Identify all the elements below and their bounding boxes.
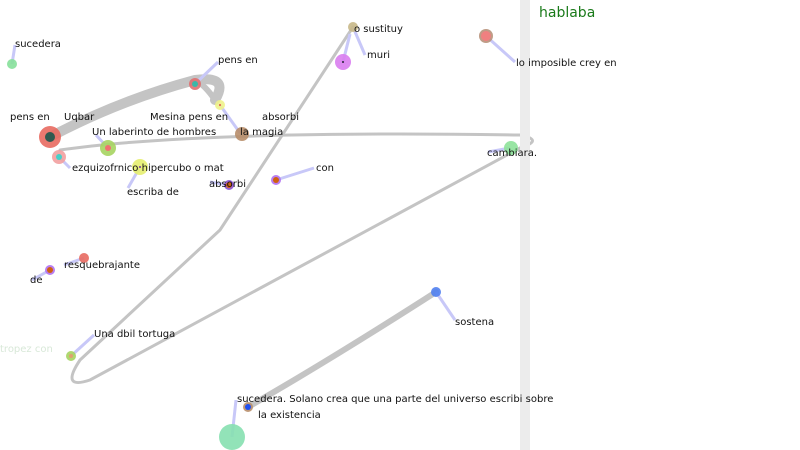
leader-line — [218, 104, 242, 134]
word-label: Una dbil tortuga — [94, 329, 176, 340]
word-label: sucedera — [15, 39, 61, 50]
word-label: Uqbar — [64, 112, 95, 123]
leader-line — [69, 333, 96, 358]
word-node — [235, 127, 249, 141]
word-label: escriba de — [127, 187, 179, 198]
word-label: o sustituy — [354, 24, 403, 35]
word-node — [219, 424, 245, 450]
leader-line — [434, 291, 457, 321]
trajectory-edge — [70, 25, 522, 384]
word-node-core — [273, 177, 279, 183]
trajectory-edge — [58, 132, 534, 152]
word-node-core — [245, 404, 251, 410]
word-label: absorbi — [262, 112, 300, 123]
word-node-core — [69, 354, 73, 358]
panel-divider[interactable] — [520, 0, 530, 450]
word-label: absorbi — [209, 179, 247, 190]
word-label: sucedera. Solano crea que una parte del … — [237, 394, 554, 405]
word-node-core — [139, 166, 141, 168]
word-node — [431, 287, 441, 297]
word-node-core — [56, 154, 62, 160]
word-node — [79, 253, 89, 263]
word-label: Un laberinto de hombres — [92, 127, 217, 138]
word-label: con — [316, 163, 334, 174]
word-node — [504, 141, 518, 155]
word-node-core — [481, 31, 491, 41]
leader-line — [275, 166, 315, 182]
trajectory-edge — [245, 289, 439, 410]
word-label: tropez con — [0, 344, 53, 355]
word-label: la magia — [240, 127, 284, 138]
word-node-core — [192, 81, 198, 87]
header-title: hablaba — [539, 5, 596, 21]
trajectory-edge — [45, 74, 225, 142]
word-label: de — [30, 275, 43, 286]
leader-line — [351, 26, 367, 56]
word-label: Mesina pens en — [150, 112, 229, 123]
word-label: lo imposible crey en — [516, 58, 617, 69]
word-label: pens en — [218, 55, 258, 66]
word-label: ezquizofrnico hipercubo o mat — [72, 163, 224, 174]
word-node — [7, 59, 17, 69]
word-label: muri — [367, 50, 390, 61]
word-label: sostena — [455, 317, 495, 328]
word-node-core — [226, 182, 232, 188]
word-label: la existencia — [258, 410, 321, 421]
word-node-core — [47, 267, 53, 273]
word-node-core — [105, 145, 111, 151]
word-node-core — [219, 104, 221, 106]
word-label: cambiara. — [487, 148, 538, 159]
word-node — [348, 22, 358, 32]
word-label: pens en — [10, 112, 50, 123]
word-label: resquebrajante — [64, 260, 140, 271]
word-node-core — [342, 61, 344, 63]
word-node-core — [45, 132, 55, 142]
